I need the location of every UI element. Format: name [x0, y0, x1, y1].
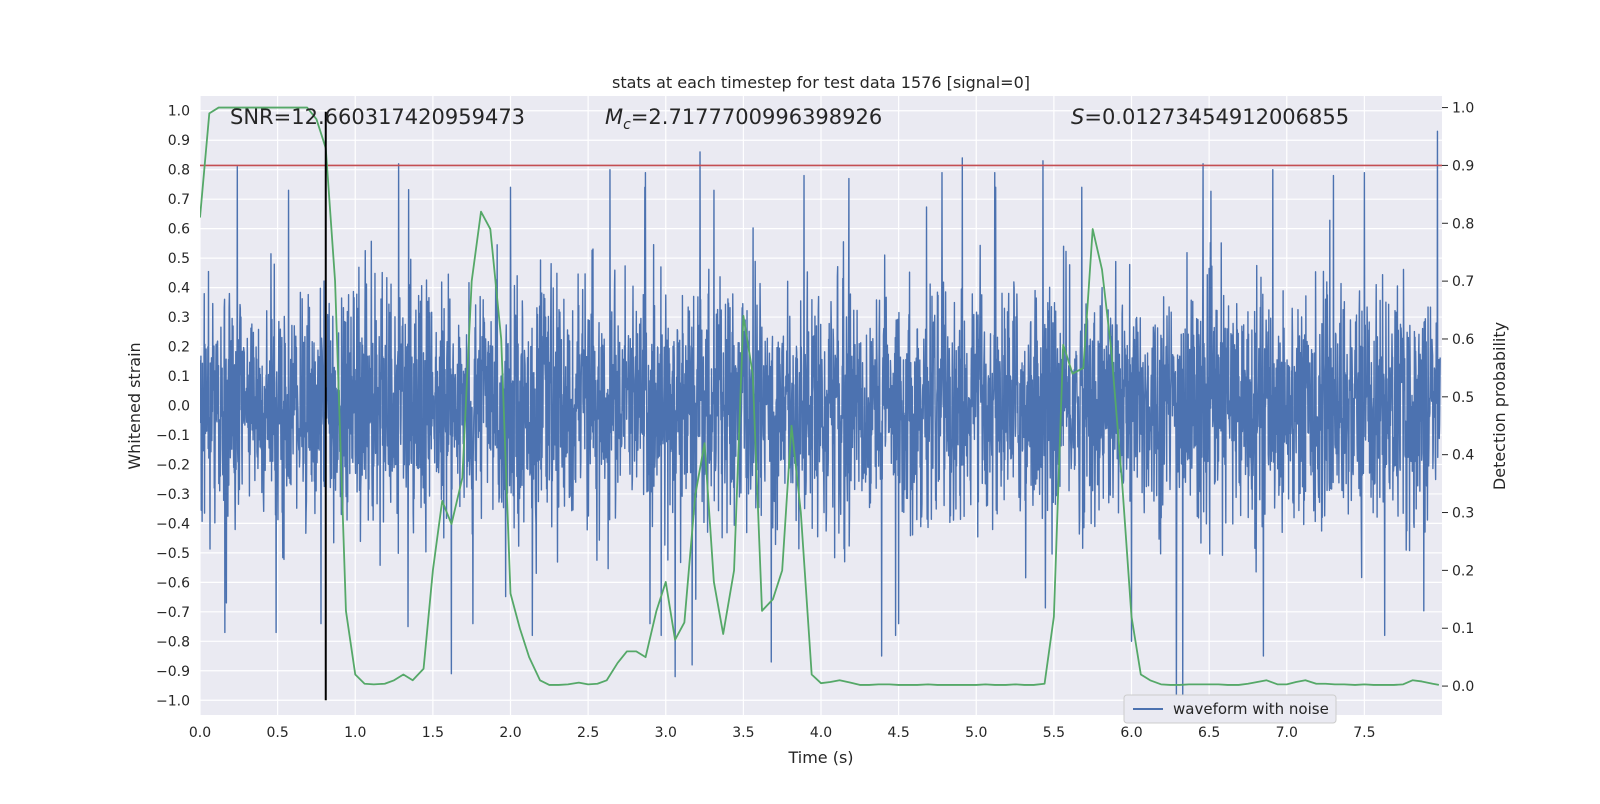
s-annotation: S=0.01273454912006855: [1071, 105, 1349, 129]
waveform-line: [200, 130, 1441, 701]
x-tick-label: 2.0: [499, 725, 521, 741]
y-tick-label: −0.8: [156, 634, 190, 650]
y-tick-label: −0.3: [156, 487, 190, 503]
chirp-mass-annotation: Mc=2.7177700996398926: [605, 105, 882, 133]
x-axis-label: Time (s): [787, 748, 853, 767]
x-tick-label: 4.5: [887, 725, 909, 741]
chart-title: stats at each timestep for test data 157…: [612, 73, 1030, 92]
chirp-mass-subscript: c: [623, 117, 631, 133]
y-right-tick-label: 0.7: [1452, 274, 1474, 290]
y-right-tick-label: 0.3: [1452, 506, 1474, 522]
y-tick-label: 0.3: [168, 310, 190, 326]
x-tick-label: 1.5: [422, 725, 444, 741]
y-right-tick-label: 0.6: [1452, 332, 1474, 348]
x-tick-label: 7.0: [1276, 725, 1298, 741]
y-tick-label: 0.4: [168, 281, 190, 297]
snr-annotation: SNR=12.660317420959473: [230, 105, 525, 129]
y-tick-label: −0.5: [156, 546, 190, 562]
y-tick-label: 0.8: [168, 163, 190, 179]
plot-area: [200, 106, 1442, 701]
legend: waveform with noise: [1123, 694, 1337, 724]
y-tick-label: −0.7: [156, 605, 190, 621]
overlay-layer: [200, 106, 1442, 701]
y-tick-label: 0.6: [168, 222, 190, 238]
legend-label-waveform: waveform with noise: [1173, 700, 1329, 718]
x-tick-label: 0.0: [189, 725, 211, 741]
x-tick-label: 4.0: [810, 725, 832, 741]
y-axis-ticks: 1.0 0.9 0.8 0.7 0.6 0.5 0.4 0.3 0.2 0.1 0.0 −0.1 −0.…: [156, 104, 190, 710]
y-tick-label: −1.0: [156, 693, 190, 709]
x-tick-label: 1.0: [344, 725, 366, 741]
y-tick-label: 0.0: [168, 399, 190, 415]
chirp-mass-symbol: M: [605, 105, 623, 129]
y-right-tick-label: 0.2: [1452, 563, 1474, 579]
y-tick-label: 0.7: [168, 192, 190, 208]
y-right-tick-label: 0.0: [1452, 679, 1474, 695]
waveform-series: [200, 130, 1441, 701]
x-tick-label: 3.5: [732, 725, 754, 741]
y-tick-label: −0.4: [156, 516, 190, 532]
y-tick-label: 0.9: [168, 133, 190, 149]
y-right-tick-label: 0.5: [1452, 390, 1474, 406]
chirp-mass-value: =2.7177700996398926: [631, 105, 882, 129]
x-tick-label: 6.0: [1120, 725, 1142, 741]
x-tick-label: 0.5: [266, 725, 288, 741]
x-axis-ticks: 0.0 0.5 1.0 1.5 2.0 2.5 3.0 3.5 4.0 4.5 5.0 5.5 6.0 6…: [189, 725, 1376, 741]
x-tick-label: 2.5: [577, 725, 599, 741]
y-tick-label: −0.1: [156, 428, 190, 444]
x-tick-label: 7.5: [1353, 725, 1375, 741]
y-tick-label: 0.1: [168, 369, 190, 385]
y-tick-label: −0.6: [156, 575, 190, 591]
y-tick-label: 0.2: [168, 340, 190, 356]
x-tick-label: 5.5: [1043, 725, 1065, 741]
x-tick-label: 6.5: [1198, 725, 1220, 741]
y-tick-label: 1.0: [168, 104, 190, 120]
y-right-tick-label: 0.9: [1452, 158, 1474, 174]
y-tick-label: 0.5: [168, 251, 190, 267]
x-tick-label: 3.0: [655, 725, 677, 741]
y-right-tick-label: 0.8: [1452, 216, 1474, 232]
s-symbol: S: [1071, 105, 1084, 129]
s-value: =0.01273454912006855: [1084, 105, 1349, 129]
y-right-tick-label: 1.0: [1452, 101, 1474, 117]
y-right-tick-label: 0.4: [1452, 448, 1474, 464]
y-tick-label: −0.9: [156, 664, 190, 680]
detection-probability-line: [200, 106, 1440, 686]
y-right-axis-label: Detection probability: [1490, 322, 1509, 490]
y-axis-label: Whitened strain: [125, 342, 144, 469]
x-tick-label: 5.0: [965, 725, 987, 741]
y-right-axis-ticks: 1.0 0.9 0.8 0.7 0.6 0.5 0.4 0.3 0.2 0.1 0.0: [1442, 101, 1474, 695]
y-tick-label: −0.2: [156, 457, 190, 473]
legend-box: [1123, 694, 1337, 724]
y-right-tick-label: 0.1: [1452, 621, 1474, 637]
